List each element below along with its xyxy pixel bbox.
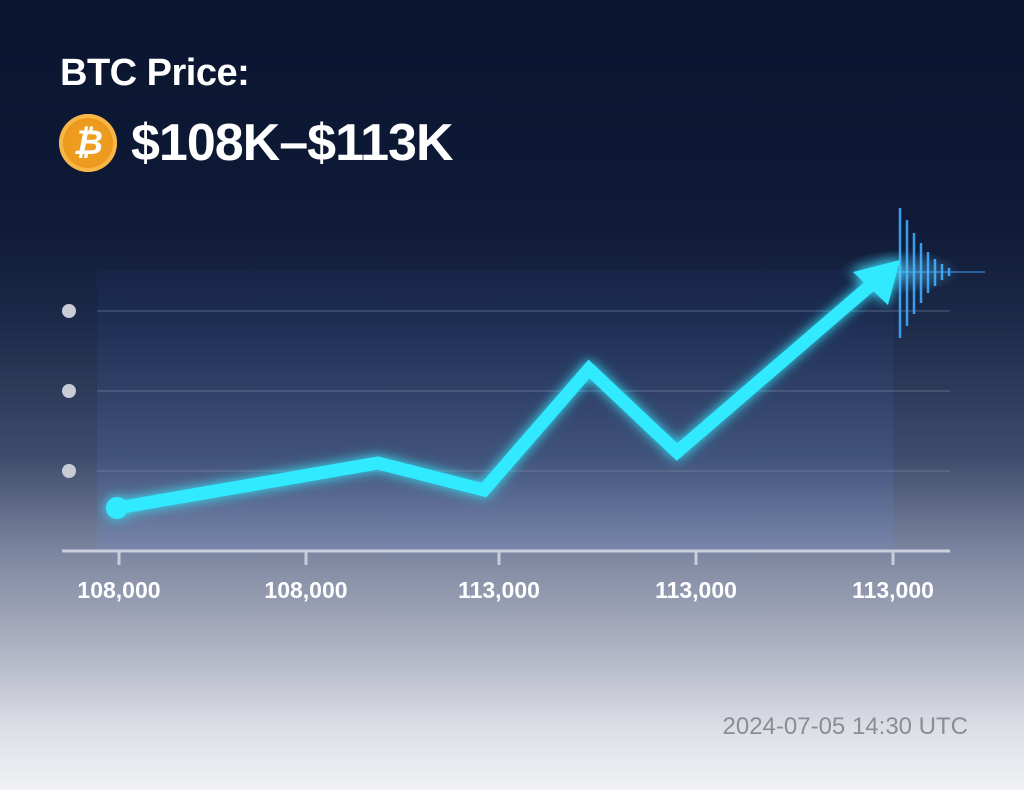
arrow-head-icon	[853, 260, 900, 305]
price-range-row: ₿ $108K–$113K	[59, 113, 454, 173]
gridlines	[97, 310, 950, 472]
x-tick-label: 108,000	[77, 577, 161, 603]
x-tick-label: 113,000	[458, 577, 540, 603]
plot-area	[97, 270, 893, 551]
price-line	[106, 260, 900, 519]
price-range: $108K–$113K	[131, 114, 454, 172]
chart-title: BTC Price:	[60, 52, 250, 94]
bitcoin-icon: ₿	[59, 114, 117, 172]
start-point	[106, 497, 128, 519]
x-tick-label: 113,000	[655, 577, 737, 603]
x-tick-label: 113,000	[852, 577, 934, 603]
x-axis	[62, 549, 950, 565]
timestamp: 2024-07-05 14:30 UTC	[722, 713, 968, 740]
y-axis-markers	[62, 304, 76, 478]
x-tick-label: 108,000	[264, 577, 348, 603]
